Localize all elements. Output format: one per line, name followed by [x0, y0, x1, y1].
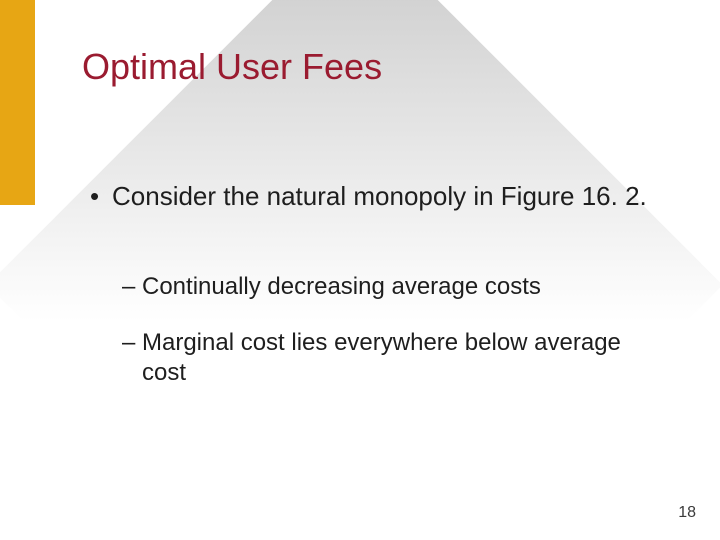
slide-title: Optimal User Fees — [82, 46, 382, 88]
sub-bullet-2: Marginal cost lies everywhere below aver… — [142, 328, 642, 388]
slide-content: Optimal User Fees Consider the natural m… — [0, 0, 720, 540]
page-number: 18 — [678, 504, 696, 522]
bullet-main: Consider the natural monopoly in Figure … — [112, 180, 652, 213]
sub-bullet-1: Continually decreasing average costs — [142, 272, 642, 302]
slide: Optimal User Fees Consider the natural m… — [0, 0, 720, 540]
